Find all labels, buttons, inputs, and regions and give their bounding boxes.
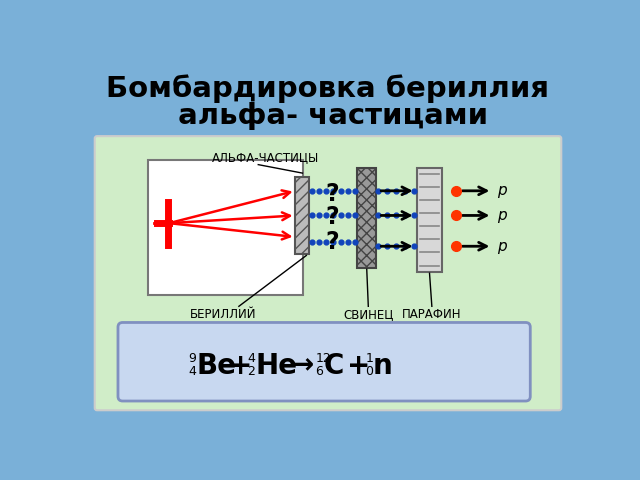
- Text: ?: ?: [326, 205, 339, 229]
- FancyBboxPatch shape: [95, 136, 561, 410]
- Text: p: p: [497, 183, 507, 198]
- Text: 6: 6: [316, 365, 323, 378]
- Text: альфа- частицами: альфа- частицами: [168, 102, 488, 130]
- Text: БЕРИЛЛИЙ: БЕРИЛЛИЙ: [190, 308, 257, 321]
- Text: ПАРАФИН: ПАРАФИН: [402, 308, 461, 321]
- Text: 0: 0: [365, 365, 373, 378]
- Text: +: +: [347, 351, 370, 380]
- Text: C: C: [323, 351, 344, 380]
- Text: 4: 4: [248, 352, 255, 365]
- Text: 4: 4: [189, 365, 196, 378]
- Bar: [296, 177, 309, 254]
- Text: →: →: [291, 351, 314, 380]
- Text: ?: ?: [326, 182, 339, 206]
- FancyBboxPatch shape: [118, 323, 531, 401]
- Text: n: n: [373, 351, 393, 380]
- Text: Be: Be: [196, 351, 236, 380]
- Text: 1: 1: [365, 352, 373, 365]
- Text: 12: 12: [316, 352, 332, 365]
- Text: ?: ?: [326, 230, 339, 254]
- Bar: [148, 160, 303, 295]
- Text: p: p: [497, 239, 507, 254]
- Text: Бомбардировка бериллия: Бомбардировка бериллия: [106, 74, 550, 103]
- Text: 9: 9: [189, 352, 196, 365]
- Text: СВИНЕЦ: СВИНЕЦ: [343, 308, 394, 321]
- Text: 2: 2: [248, 365, 255, 378]
- Text: АЛЬФА-ЧАСТИЦЫ: АЛЬФА-ЧАСТИЦЫ: [212, 151, 319, 164]
- Text: +: +: [229, 351, 252, 380]
- Text: p: p: [497, 208, 507, 223]
- Text: He: He: [255, 351, 297, 380]
- Bar: [358, 168, 376, 268]
- Bar: [417, 168, 442, 272]
